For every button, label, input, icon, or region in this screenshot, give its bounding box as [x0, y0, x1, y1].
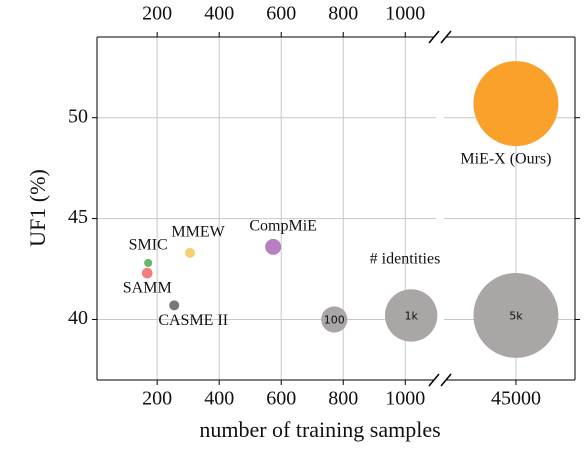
- top-x-tick-label: 400: [204, 3, 234, 25]
- y-tick-label: 50: [68, 105, 88, 127]
- point-label: MMEW: [171, 224, 225, 241]
- x-tick-label: 200: [142, 388, 172, 410]
- y-tick-label: 40: [68, 307, 88, 329]
- size-legend-title: # identities: [370, 251, 441, 268]
- point-label: SMIC: [129, 237, 168, 254]
- size-legend-bubble: [321, 306, 348, 333]
- top-x-tick-label: 800: [328, 3, 358, 25]
- top-x-tick-label: 200: [142, 3, 172, 25]
- bubble: [144, 258, 153, 268]
- x-tick-label: 600: [266, 388, 296, 410]
- size-legend-label: 100: [324, 313, 345, 326]
- axis-break: [440, 30, 452, 44]
- axis-break: [440, 373, 452, 387]
- y-axis-label: UF1 (%): [25, 169, 50, 247]
- point-label: CompMiE: [249, 218, 317, 235]
- x-axis-label: number of training samples: [199, 417, 440, 442]
- x-tick-label: 400: [204, 388, 234, 410]
- top-x-tick-label: 600: [266, 3, 296, 25]
- point-label: MiE-X (Ours): [460, 150, 551, 167]
- axis-break: [428, 373, 440, 387]
- point-label: CASME II: [158, 312, 228, 329]
- x-tick-label: 800: [328, 388, 358, 410]
- size-legend-label: 5k: [509, 309, 523, 322]
- x-tick-label: 1000: [385, 388, 425, 410]
- size-legend-bubble: [384, 289, 438, 342]
- axis-break: [428, 30, 440, 44]
- top-x-tick-label: 1000: [385, 3, 425, 25]
- x-tick-label: 45000: [491, 388, 541, 410]
- size-legend-bubble: [473, 272, 559, 358]
- bubble: [169, 300, 180, 311]
- point-label: SAMM: [123, 280, 172, 297]
- bubble: [141, 267, 153, 279]
- bubble: [473, 61, 559, 147]
- size-legend-label: 1k: [404, 309, 418, 322]
- y-tick-label: 45: [68, 206, 88, 228]
- bubble: [265, 238, 282, 255]
- bubble: [185, 247, 196, 258]
